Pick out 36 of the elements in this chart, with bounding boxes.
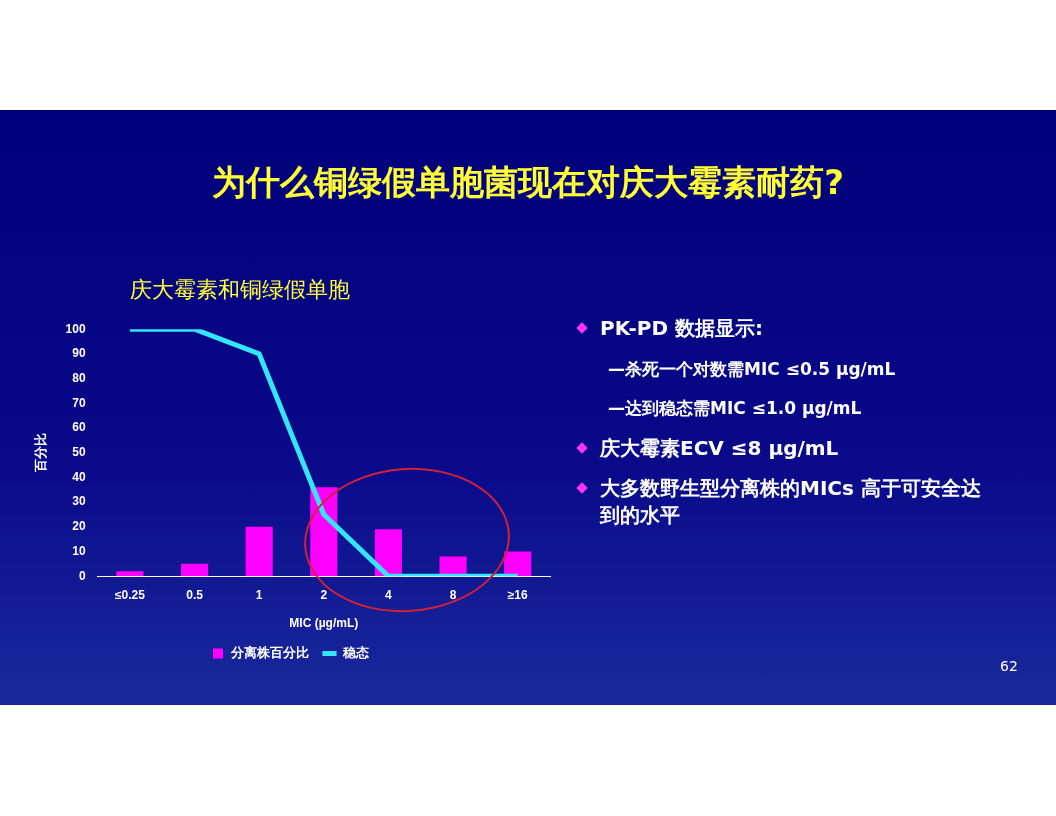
x-tick-label: 2: [320, 587, 328, 602]
x-tick-label: 1: [255, 587, 263, 602]
y-tick-label: 10: [72, 543, 86, 558]
y-tick-label: 70: [72, 395, 86, 410]
x-axis-title: MIC (µg/mL): [289, 616, 359, 631]
y-tick-label: 60: [72, 420, 86, 435]
text: 大多数野生型分离株的MICs 高于可安全达到的水平: [600, 475, 982, 529]
x-tick-label: 0.5: [186, 587, 204, 602]
bar: [116, 571, 144, 577]
text: —杀死一个对数需MIC ≤0.5 µg/mL: [608, 358, 896, 381]
text: —达到稳态需MIC ≤1.0 µg/mL: [608, 397, 862, 420]
bar: [504, 551, 532, 577]
y-axis-title: 百分比: [33, 433, 49, 474]
x-tick-label: ≤0.25: [114, 587, 146, 602]
y-tick-label: 100: [65, 321, 86, 336]
bar: [245, 526, 273, 577]
x-tick-label: 8: [449, 587, 457, 602]
y-tick-label: 90: [72, 346, 86, 361]
x-tick-label: ≥16: [507, 587, 528, 602]
text: 庆大霉素ECV ≤8 µg/mL: [600, 435, 839, 462]
chart-title: 为什么铜绿假单胞菌现在对庆大霉素耐药?: [211, 161, 845, 204]
y-tick-label: 80: [72, 370, 86, 385]
x-tick-label: 4: [385, 587, 393, 602]
legend-label: 分离株百分比: [230, 644, 309, 660]
bar: [439, 556, 467, 577]
legend-label: 稳态: [341, 644, 370, 660]
chart-subtitle: 庆大霉素和铜绿假单胞: [130, 276, 350, 304]
y-tick-label: 30: [72, 494, 86, 509]
y-tick-label: 50: [72, 445, 86, 460]
y-tick-label: 20: [72, 519, 86, 534]
text: PK-PD 数据显示:: [600, 315, 763, 342]
bar: [374, 529, 403, 577]
y-tick-label: 0: [78, 568, 86, 583]
text: 62: [1000, 658, 1018, 674]
bar: [180, 563, 209, 577]
y-tick-label: 40: [72, 469, 86, 484]
